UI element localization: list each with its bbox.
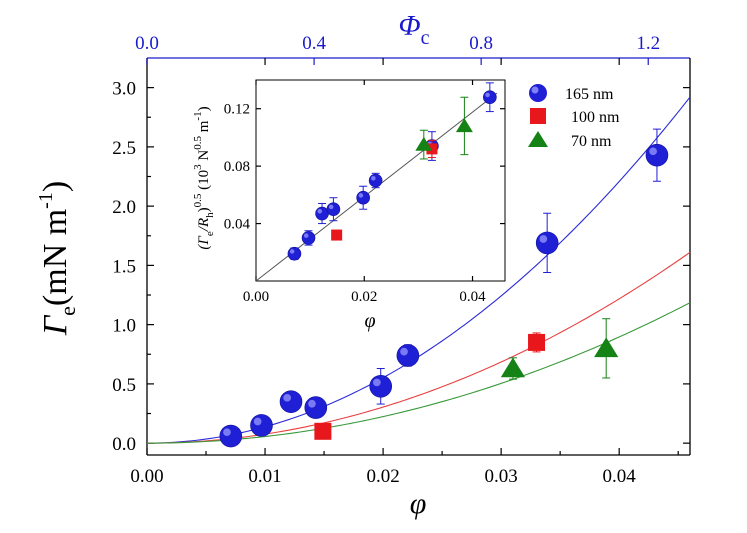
point-165-nm-highlight	[400, 347, 408, 356]
main-x-tick-label: 0.02	[366, 466, 399, 487]
main-x-tick-label: 0.03	[485, 466, 518, 487]
inset-point-165-nm-highlight	[371, 175, 376, 181]
point-165-nm-highlight	[223, 428, 231, 437]
inset-point-165-nm	[368, 173, 383, 188]
main-top-tick-label: 0.8	[469, 33, 493, 54]
inset-point-100-nm	[331, 229, 343, 241]
main-top-axis-label: Φc	[399, 10, 430, 49]
main-y-tick-label: 0.5	[112, 375, 136, 396]
main-x-tick-label: 0.01	[248, 466, 281, 487]
legend-marker-165nm	[529, 84, 547, 102]
point-165-nm	[279, 390, 303, 413]
point-70-nm	[594, 337, 619, 358]
main-top-tick-label: 0.4	[302, 33, 326, 54]
inset-x-tick-label: 0.02	[351, 289, 377, 305]
main-y-tick-label: 1.5	[112, 256, 136, 277]
inset-frame	[255, 79, 506, 282]
inset-point-165-nm	[483, 90, 497, 105]
main-y-tick-label: 3.0	[112, 79, 136, 100]
point-165-nm	[535, 231, 559, 255]
inset-point-70-nm	[455, 118, 473, 133]
inset-x-ticks: 0.00 0.02 0.04	[243, 80, 486, 305]
inset-x-axis-label: φ	[364, 310, 375, 332]
main-plot: 0.00 0.01 0.02 0.03 0.04 0.0 0.5 1.0 1.5 2.0 2.5 3…	[35, 10, 691, 520]
point-165-nm-highlight	[373, 378, 381, 387]
point-165-nm	[250, 414, 273, 437]
point-100-nm	[314, 422, 332, 440]
legend-marker-70nm	[528, 131, 548, 147]
inset-x-tick-label: 0.00	[243, 289, 269, 305]
main-x-tick-label: 0.00	[130, 466, 163, 487]
main-y-tick-label: 2.0	[112, 197, 136, 218]
inset-point-70-nm	[415, 136, 433, 151]
inset-y-tick-label: 0.12	[224, 102, 250, 118]
inset-point-165-nm	[301, 231, 316, 245]
main-top-tick-label: 1.2	[636, 33, 660, 54]
point-165-nm-highlight	[308, 399, 316, 408]
point-165-nm	[369, 374, 393, 398]
legend-label-165nm: 165 nm	[565, 86, 614, 103]
point-100-nm	[528, 333, 546, 351]
main-x-axis-label: φ	[410, 487, 427, 520]
main-x-tick-label: 0.04	[603, 466, 637, 487]
legend-label-70nm: 70 nm	[571, 133, 612, 150]
main-y-tick-label: 2.5	[112, 138, 136, 159]
inset-x-tick-label: 0.04	[459, 289, 486, 305]
inset-point-165-nm-highlight	[303, 233, 309, 238]
inset-y-ticks: 0.04 0.08 0.12	[224, 102, 505, 233]
point-165-nm	[645, 143, 669, 167]
legend-label-100nm: 100 nm	[571, 109, 620, 126]
inset-point-165-nm-highlight	[328, 204, 334, 210]
inset-point-165-nm	[356, 190, 370, 205]
inset-point-165-nm	[315, 206, 329, 221]
point-70-nm	[500, 357, 526, 378]
fit-curve-70-nm	[146, 302, 691, 444]
point-165-nm-highlight	[253, 417, 262, 426]
inset-point-165-nm-highlight	[317, 208, 323, 214]
main-data-points	[219, 128, 669, 448]
main-y-ticks: 0.0 0.5 1.0 1.5 2.0 2.5 3.0	[112, 79, 690, 455]
inset-plot: 0.00 0.02 0.04 0.04 0.08 0.12 φ (Γe/Rh)0.5 (…	[192, 79, 506, 332]
point-165-nm-highlight	[539, 235, 548, 243]
inset-point-165-nm-highlight	[485, 92, 490, 98]
inset-y-axis-label: (Γe/Rh)0.5 (103 N0.5 m-1)	[192, 106, 216, 249]
point-165-nm-highlight	[649, 147, 657, 156]
point-165-nm-highlight	[283, 393, 292, 402]
inset-y-tick-label: 0.04	[224, 217, 251, 233]
main-top-ticks: 0.0 0.4 0.8 1.2	[135, 33, 660, 65]
main-y-tick-label: 0.0	[112, 434, 136, 455]
point-165-nm	[304, 396, 328, 419]
inset-point-165-nm	[287, 246, 302, 261]
main-top-tick-label: 0.0	[135, 33, 159, 54]
inset-y-tick-label: 0.08	[224, 159, 250, 175]
inset-point-165-nm-highlight	[358, 193, 364, 198]
main-x-ticks: 0.00 0.01 0.02 0.03 0.04	[130, 58, 679, 487]
inset-point-165-nm	[326, 202, 341, 217]
main-y-tick-label: 1.0	[112, 316, 136, 337]
legend-marker-165nm-highlight	[531, 86, 539, 94]
legend-marker-100nm	[530, 108, 546, 124]
inset-point-100-nm	[426, 143, 438, 155]
main-y-axis-label: Γe(mN m-1)	[35, 181, 80, 336]
point-165-nm	[219, 424, 243, 448]
point-165-nm	[396, 344, 420, 367]
inset-point-165-nm-highlight	[289, 249, 295, 254]
legend: 165 nm 100 nm 70 nm	[528, 84, 620, 150]
inset-data-points	[287, 82, 497, 261]
